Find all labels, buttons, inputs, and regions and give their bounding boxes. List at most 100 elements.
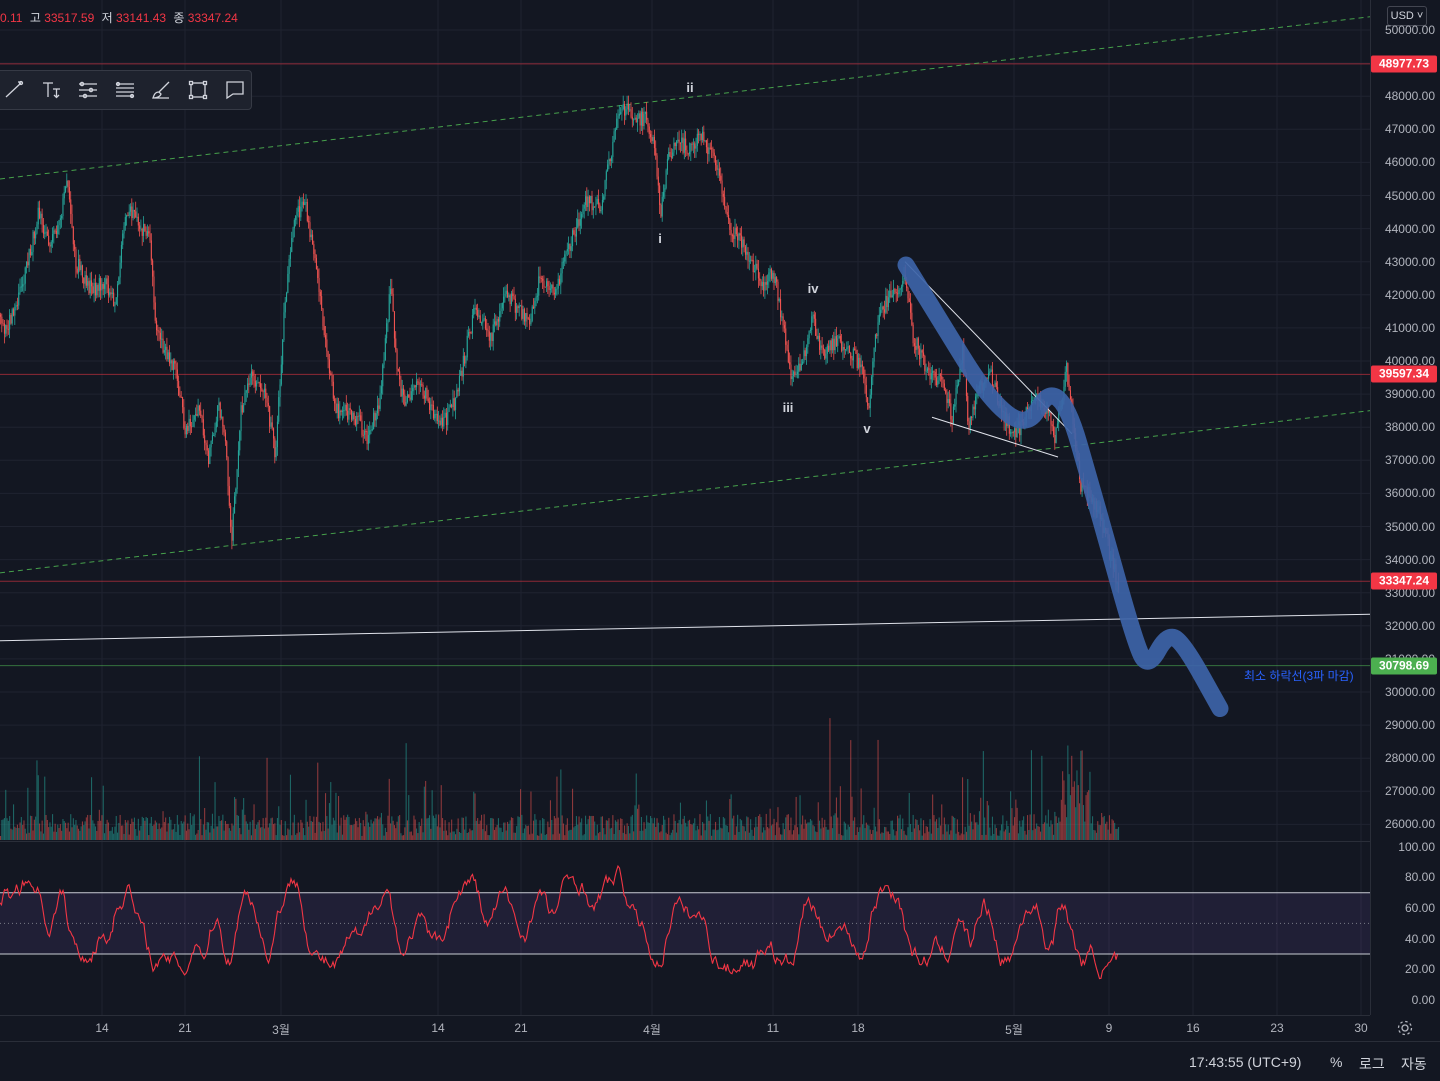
candle-body: [752, 260, 754, 273]
volume-bar: [750, 819, 752, 840]
volume-bar: [115, 816, 117, 840]
candle-body: [79, 258, 81, 271]
volume-bar: [841, 835, 843, 840]
candle-body: [161, 338, 163, 340]
time-tick-label: 11: [766, 1021, 780, 1035]
candle-body: [497, 319, 499, 322]
time-axis[interactable]: 14 21 3월 14 21 4월 11 18 5월 9 16 23 30: [0, 1015, 1370, 1041]
candle-body: [123, 226, 125, 234]
volume-bar: [677, 823, 679, 840]
volume-bar: [1019, 820, 1021, 840]
volume-bar: [1003, 831, 1005, 840]
volume-bar: [624, 825, 626, 840]
volume-bar: [711, 835, 713, 840]
volume-bar: [1045, 815, 1047, 840]
volume-bar: [107, 822, 109, 840]
volume-bar: [361, 835, 363, 840]
volume-bar: [521, 814, 523, 840]
price-chart[interactable]: [0, 0, 1370, 1015]
volume-bar: [114, 826, 116, 840]
percent-toggle[interactable]: %: [1330, 1054, 1343, 1070]
volume-bar: [65, 822, 67, 840]
log-toggle[interactable]: 로그: [1359, 1056, 1385, 1072]
candle-body: [2, 323, 4, 325]
volume-bar: [72, 818, 74, 840]
currency-select[interactable]: USD ˅: [1387, 6, 1427, 26]
gear-icon[interactable]: [1396, 1019, 1414, 1037]
volume-bar: [648, 822, 650, 840]
volume-bar: [811, 820, 813, 840]
chart-area[interactable]: 0.11 고 33517.59 저 33141.43 종 33347.24 ii…: [0, 0, 1370, 1015]
volume-bar: [564, 835, 566, 840]
volume-bar: [9, 816, 11, 840]
candle-body: [937, 380, 939, 385]
prediction-tool-icon[interactable]: [109, 73, 141, 107]
text-tool-icon[interactable]: [35, 73, 67, 107]
candle-body: [105, 278, 107, 285]
volume-bar: [676, 832, 678, 840]
volume-bar: [542, 818, 544, 840]
volume-bar: [373, 821, 375, 840]
fib-tool-icon[interactable]: [0, 73, 30, 107]
volume-bar: [310, 820, 312, 840]
volume-bar: [642, 830, 644, 840]
volume-bar: [536, 835, 538, 840]
candle-body: [959, 364, 961, 380]
candle-body: [210, 440, 212, 448]
candle-body: [76, 268, 78, 273]
candle-body: [500, 308, 502, 312]
volume-bar: [682, 818, 684, 840]
candle-body: [465, 357, 467, 364]
volume-bar: [399, 815, 401, 840]
volume-bar: [132, 821, 134, 840]
candle-body: [482, 319, 484, 323]
candle-body: [137, 216, 139, 226]
volume-bar: [299, 832, 301, 840]
rectangle-tool-icon[interactable]: [182, 73, 214, 107]
volume-bar: [984, 817, 986, 840]
volume-bar: [737, 814, 739, 840]
candle-body: [156, 320, 158, 331]
volume-bar: [543, 819, 545, 840]
candle-body: [911, 312, 913, 325]
volume-bar: [534, 814, 536, 840]
candle-body: [655, 148, 657, 156]
volume-bar: [369, 826, 371, 840]
candle-body: [370, 429, 372, 431]
volume-bar: [861, 824, 863, 840]
candle-body: [991, 369, 993, 387]
volume-bar: [1007, 826, 1009, 840]
volume-bar: [475, 820, 477, 840]
candle-body: [603, 196, 605, 200]
candle-body: [587, 196, 589, 207]
candle-body: [696, 133, 698, 146]
price-tick-label: 44000.00: [1384, 221, 1435, 236]
volume-bar: [874, 826, 876, 840]
volume-bar: [458, 831, 460, 840]
price-axis[interactable]: USD ˅ 50000.0049000.0048000.0047000.0046…: [1370, 0, 1440, 1015]
volume-bar: [50, 826, 52, 840]
candle-body: [165, 346, 167, 351]
volume-bar: [455, 834, 457, 840]
candle-body: [426, 387, 428, 399]
candle-body: [508, 295, 510, 298]
candle-body: [838, 335, 840, 339]
comment-tool-icon[interactable]: [219, 73, 251, 107]
pane-separator[interactable]: [0, 841, 1370, 842]
volume-bar: [184, 815, 186, 840]
volume-bar: [507, 821, 509, 840]
volume-bar: [188, 829, 190, 840]
auto-toggle[interactable]: 자동: [1401, 1056, 1427, 1072]
candle-body: [685, 138, 687, 151]
volume-bar: [1082, 805, 1084, 840]
volume-bar: [31, 816, 33, 840]
volume-bar: [1034, 828, 1036, 840]
pattern-tool-icon[interactable]: [72, 73, 104, 107]
projection-annotation[interactable]: 최소 하락선(3파 마감): [1244, 669, 1354, 683]
candle-body: [0, 314, 2, 317]
volume-bar: [1037, 826, 1039, 840]
candle-body: [438, 420, 440, 422]
clock[interactable]: 17:43:55 (UTC+9): [1189, 1054, 1302, 1070]
brush-tool-icon[interactable]: [145, 73, 177, 107]
volume-bar: [314, 832, 316, 840]
